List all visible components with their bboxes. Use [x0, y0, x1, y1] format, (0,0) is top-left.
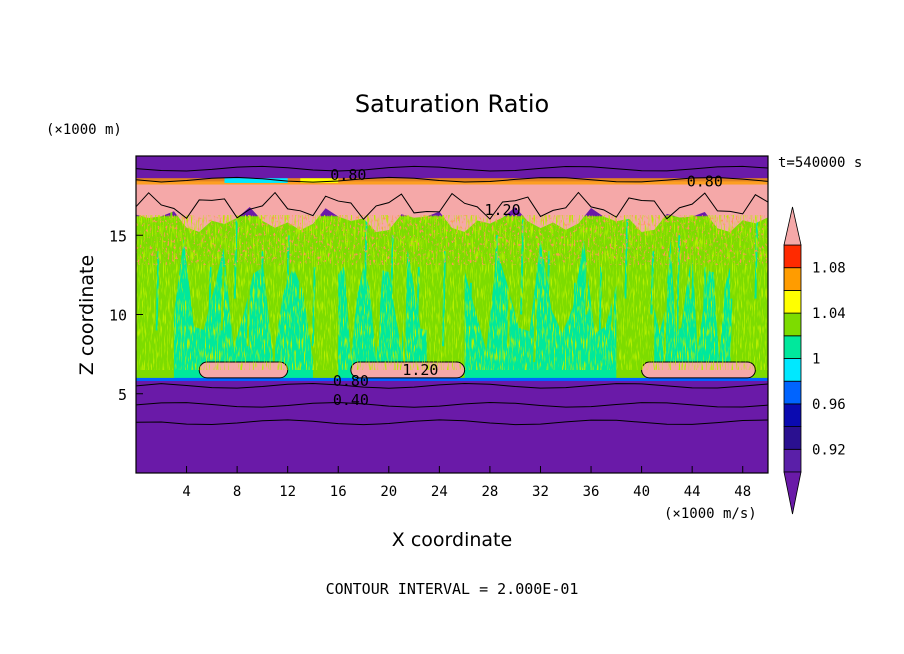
colorbar-segment [783, 335, 802, 359]
x-tick-label: 8 [233, 484, 241, 500]
colorbar-label: 0.96 [812, 397, 846, 413]
band-edge-cyan [224, 175, 288, 183]
y-tick-label: 5 [118, 386, 127, 404]
contour-120 [136, 191, 768, 221]
contour-label: 0.80 [333, 372, 369, 390]
colorbar-label: 0.92 [812, 442, 846, 458]
colorbar-label: 1.04 [812, 306, 846, 322]
x-tick-label: 32 [532, 484, 549, 500]
x-tick-label: 28 [481, 484, 498, 500]
y-axis: 5 10 15 [109, 227, 143, 404]
colorbar-segment [783, 312, 802, 337]
contour-label: 0.80 [330, 166, 366, 184]
upper-dry-layer [136, 156, 768, 179]
time-label: t=540000 s [778, 155, 862, 171]
x-tick-label: 16 [330, 484, 347, 500]
colorbar-segment [783, 426, 802, 450]
colorbar-segment [783, 448, 802, 473]
footer-contour-interval: CONTOUR INTERVAL = 2.000E-01 [326, 580, 579, 598]
lower-edge [136, 377, 768, 382]
colorbar-under-arrow [783, 471, 802, 515]
field: 0.80 0.801.201.200.800.40 [136, 156, 768, 473]
contour-080-lower [136, 382, 768, 389]
colorbar-segment [783, 403, 802, 427]
x-tick-label: 48 [734, 484, 751, 500]
colorbar-segment [783, 244, 802, 269]
colorbar-segment [783, 358, 802, 382]
y-axis-label: Z coordinate [76, 255, 98, 375]
contour-lines [136, 165, 768, 426]
contour-label: 0.80 [687, 172, 723, 190]
contour-label: 1.20 [402, 361, 438, 379]
y-tick-label: 15 [109, 227, 127, 245]
x-unit-label: (×1000 m/s) [664, 506, 757, 522]
colorbar-segment [783, 289, 802, 314]
colorbar: 0.92 0.96 1 1.04 1.08 [783, 206, 846, 515]
colorbar-label: 1.08 [812, 261, 846, 277]
x-tick-label: 20 [380, 484, 397, 500]
lower-dry-layer [136, 381, 768, 473]
x-tick-label: 4 [182, 484, 190, 500]
band-edge-orange [136, 176, 768, 185]
contour-label: 1.20 [484, 201, 520, 219]
colorbar-segment [783, 267, 802, 291]
x-tick-label: 12 [279, 484, 296, 500]
y-unit-label: (×1000 m) [46, 122, 122, 138]
x-tick-label: 36 [583, 484, 600, 500]
contour-label: 0.40 [333, 391, 369, 409]
x-axis-label: X coordinate [392, 529, 512, 551]
colorbar-over-arrow [783, 206, 802, 246]
y-tick-label: 10 [109, 307, 127, 325]
x-tick-label: 44 [684, 484, 701, 500]
contour-upper-2 [136, 176, 768, 183]
contour-low [136, 419, 768, 426]
x-axis: 4 8 12 16 20 24 28 32 36 40 44 48 [182, 466, 751, 500]
x-tick-label: 40 [633, 484, 650, 500]
colorbar-label: 1 [812, 352, 820, 368]
cloud-top-speckle [136, 215, 768, 265]
contour-080-upper [136, 165, 768, 172]
x-tick-label: 24 [431, 484, 448, 500]
chart-title: Saturation Ratio [355, 90, 549, 118]
contour-040 [136, 401, 768, 408]
colorbar-segment [783, 380, 802, 405]
